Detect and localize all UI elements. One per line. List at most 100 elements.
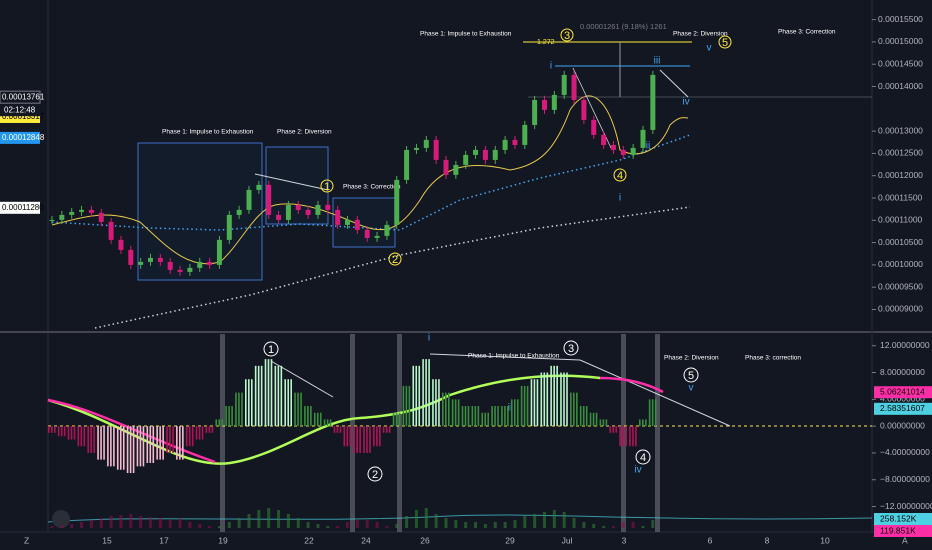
histogram-bar (504, 406, 506, 427)
histogram-bar (146, 426, 149, 463)
histogram-bar (225, 406, 227, 427)
histogram-bar (379, 426, 381, 447)
volume-bar (621, 522, 625, 528)
histogram-bar (461, 406, 464, 427)
indicator-tick-label: 12.00000000 (880, 340, 930, 350)
wave-label: 5 (722, 37, 728, 49)
histogram-bar (142, 426, 145, 467)
histogram-bar (651, 399, 654, 427)
histogram-bar (307, 406, 309, 427)
volume-bar (316, 524, 320, 528)
histogram-bar (589, 412, 592, 427)
histogram-bar (51, 426, 53, 433)
candle (335, 209, 341, 225)
histogram-bar (319, 412, 322, 427)
wave-label: iv (634, 465, 641, 476)
histogram-bar (520, 385, 523, 427)
histogram-bar (585, 406, 588, 427)
wave-label: iv (682, 97, 689, 108)
volume-bar (444, 518, 448, 528)
volume-bar (533, 514, 537, 528)
candle (216, 239, 222, 265)
volume-bar (129, 514, 133, 528)
volume-bar (336, 526, 340, 528)
price-label-bg (0, 201, 40, 214)
histogram-bar (231, 406, 233, 427)
candle (88, 209, 94, 213)
value-label-bg (874, 386, 932, 399)
volume-bar (277, 510, 281, 528)
volume-bar (552, 510, 556, 528)
histogram-bar (277, 365, 280, 427)
histogram-bar (107, 426, 109, 467)
histogram-bar (80, 426, 83, 447)
candle (79, 209, 85, 212)
price-tick-label: 0.00014000 (878, 81, 923, 91)
value-label: 2.58351607 (880, 403, 925, 413)
candle (384, 224, 390, 236)
histogram-bar (619, 426, 621, 447)
annotation: Phase 3: Correction (778, 29, 836, 36)
histogram-bar (609, 426, 612, 433)
histogram-bar (221, 419, 224, 427)
wave-label: 4 (617, 170, 623, 182)
histogram-bar (432, 379, 434, 427)
histogram-bar (615, 426, 618, 433)
corner-icon[interactable]: A (902, 535, 908, 545)
candle (157, 257, 163, 262)
volume-bar (89, 520, 93, 528)
histogram-bar (648, 399, 651, 427)
candle (542, 99, 547, 110)
annotation: Phase 1: Impulse to Exhaustion (468, 353, 560, 360)
histogram-bar (346, 426, 349, 447)
histogram-bar (169, 426, 171, 453)
time-label: 19 (218, 535, 228, 545)
price-label-bg (0, 131, 40, 144)
volume-bar (286, 514, 290, 528)
histogram-bar (139, 426, 142, 467)
candle (492, 149, 498, 160)
histogram-bar (533, 379, 536, 427)
histogram-bar (238, 392, 240, 427)
indicator-tick-label: 4.00000000 (880, 394, 925, 404)
candle (49, 219, 55, 221)
price-label-bg (0, 90, 41, 104)
histogram-bar (654, 399, 657, 427)
histogram-bar (642, 419, 644, 427)
candle (630, 147, 636, 155)
histogram-bar (274, 365, 277, 427)
histogram-bar (369, 426, 371, 453)
price-tick-label: 0.00012500 (878, 148, 923, 158)
histogram-bar (563, 372, 565, 427)
indicator-tick-label: −12.00000000 (880, 501, 932, 511)
histogram-bar (645, 419, 647, 427)
histogram-bar (388, 426, 391, 433)
countdown-bg (0, 104, 40, 117)
logo-badge[interactable] (52, 510, 70, 528)
candle (610, 144, 616, 150)
histogram-bar (188, 426, 191, 447)
candle (295, 204, 301, 210)
histogram-bar (313, 412, 316, 427)
volume-bar (464, 522, 468, 528)
trend-line (659, 69, 689, 98)
volume-bar (109, 516, 113, 528)
histogram-bar (445, 392, 447, 427)
histogram-bar (191, 426, 194, 447)
candle (236, 209, 242, 215)
histogram-bar (418, 365, 421, 427)
histogram-bar (323, 419, 326, 427)
candle (532, 99, 538, 125)
volume-bar (493, 522, 497, 528)
histogram-bar (329, 419, 332, 427)
histogram-bar (632, 426, 634, 447)
corner-icon[interactable]: Z (24, 535, 29, 545)
trend-line (254, 173, 329, 191)
candle (207, 261, 213, 265)
price-tick-label: 0.00015500 (878, 14, 923, 24)
value-label: 5.06241014 (880, 386, 925, 396)
histogram-bar (454, 399, 457, 427)
candle (423, 139, 429, 148)
time-label: 6 (708, 535, 713, 545)
